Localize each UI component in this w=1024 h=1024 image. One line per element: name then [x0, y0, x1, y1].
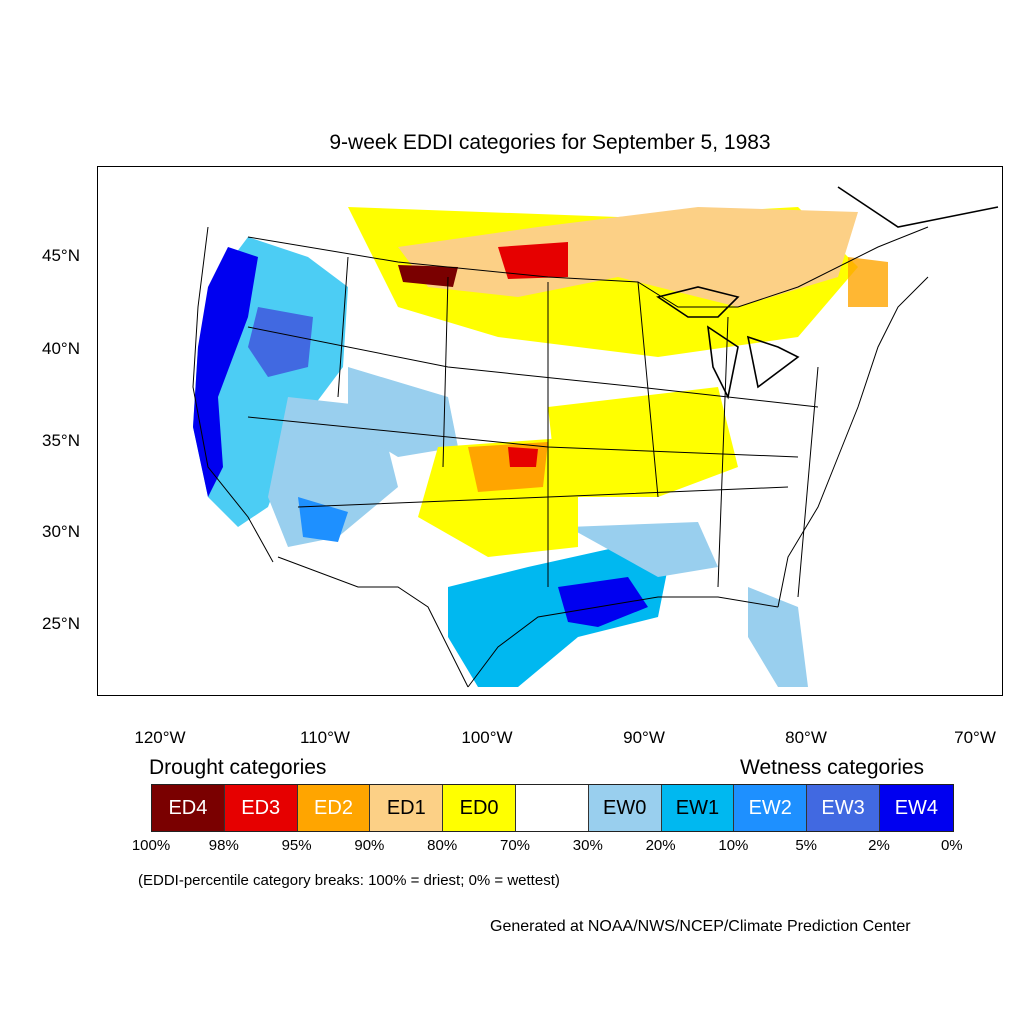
- atlantic-coastline: [777, 276, 929, 608]
- percentile-break-label: 95%: [281, 837, 312, 854]
- lat-label-25n: 25°N: [42, 614, 80, 633]
- lon-label-100w: 100°W: [461, 728, 513, 747]
- legend-swatch-ed1: ED1: [370, 785, 444, 831]
- lon-label-70w: 70°W: [954, 728, 996, 747]
- region-nd-mn-ed3: [498, 242, 568, 279]
- legend-swatch-ed2: ED2: [297, 785, 371, 831]
- percentile-break-label: 5%: [795, 837, 818, 854]
- legend-swatch-ew0: EW0: [588, 785, 662, 831]
- region-colorado-wet: [348, 367, 458, 457]
- region-gulf-ew0: [568, 522, 718, 577]
- map-title: 9-week EDDI categories for September 5, …: [329, 131, 771, 154]
- region-south-texas-ew1: [448, 547, 668, 687]
- us-mexico-border: [277, 556, 469, 688]
- legend-swatch-ew4: EW4: [879, 785, 953, 831]
- percentile-break-label: 98%: [208, 837, 239, 854]
- state-border: [337, 256, 819, 598]
- credit-line: Generated at NOAA/NWS/NCEP/Climate Predi…: [490, 918, 911, 935]
- canada-coastline: [837, 186, 999, 228]
- legend-swatch-ew3: EW3: [807, 785, 880, 831]
- legend-swatch-ew1: EW1: [661, 785, 735, 831]
- region-arizona-ew2: [298, 497, 348, 542]
- percentile-break-label: 80%: [427, 837, 458, 854]
- lat-label-35n: 35°N: [42, 431, 80, 450]
- percentile-break-label: 70%: [499, 837, 531, 854]
- lon-label-80w: 80°W: [785, 728, 827, 747]
- region-pacific-coast-ew4: [193, 247, 258, 497]
- lat-label-45n: 45°N: [42, 246, 80, 265]
- legend-swatch-neutral: [515, 785, 589, 831]
- percentile-break-label: 30%: [572, 837, 603, 854]
- region-kansas-ed3: [508, 447, 538, 467]
- region-florida-ew0: [748, 587, 808, 687]
- region-north-ed1: [398, 207, 858, 307]
- region-gulf-coast-ew4: [558, 577, 648, 627]
- drought-categories-heading: Drought categories: [149, 756, 327, 779]
- percentile-break-label: 100%: [131, 837, 171, 854]
- lat-label-30n: 30°N: [42, 522, 80, 541]
- lon-label-90w: 90°W: [623, 728, 665, 747]
- category-colorbar: ED4 ED3 ED2 ED1 ED0 EW0 EW1 EW2 EW3 EW4: [151, 784, 954, 832]
- region-great-basin-ew3: [248, 307, 313, 377]
- us-canada-border: [247, 226, 929, 308]
- region-mt-nd-ed4: [398, 265, 458, 287]
- percentile-break-label: 0%: [940, 837, 963, 854]
- eddi-map: [192, 186, 999, 688]
- lat-label-40n: 40°N: [42, 339, 80, 358]
- legend-swatch-ed4: ED4: [152, 785, 225, 831]
- great-lakes-shoreline: [656, 286, 800, 400]
- lon-label-110w: 110°W: [300, 728, 350, 747]
- gulf-coastline: [467, 596, 779, 688]
- pacific-coastline: [192, 226, 274, 563]
- category-note: (EDDI-percentile category breaks: 100% =…: [138, 872, 560, 889]
- percentile-break-label: 2%: [868, 837, 890, 854]
- legend-swatch-ed0: ED0: [443, 785, 516, 831]
- region-midwest-ed0: [548, 387, 738, 497]
- percentile-break-label: 90%: [354, 837, 385, 854]
- lon-label-120w: 120°W: [134, 728, 186, 747]
- wetness-categories-heading: Wetness categories: [740, 756, 925, 779]
- region-northeast-ed2: [848, 257, 888, 307]
- legend-swatch-ed3: ED3: [224, 785, 298, 831]
- legend-swatch-ew2: EW2: [734, 785, 808, 831]
- percentile-break-label: 20%: [645, 837, 676, 854]
- map-plot-area: [97, 166, 1003, 696]
- percentile-break-label: 10%: [718, 837, 749, 854]
